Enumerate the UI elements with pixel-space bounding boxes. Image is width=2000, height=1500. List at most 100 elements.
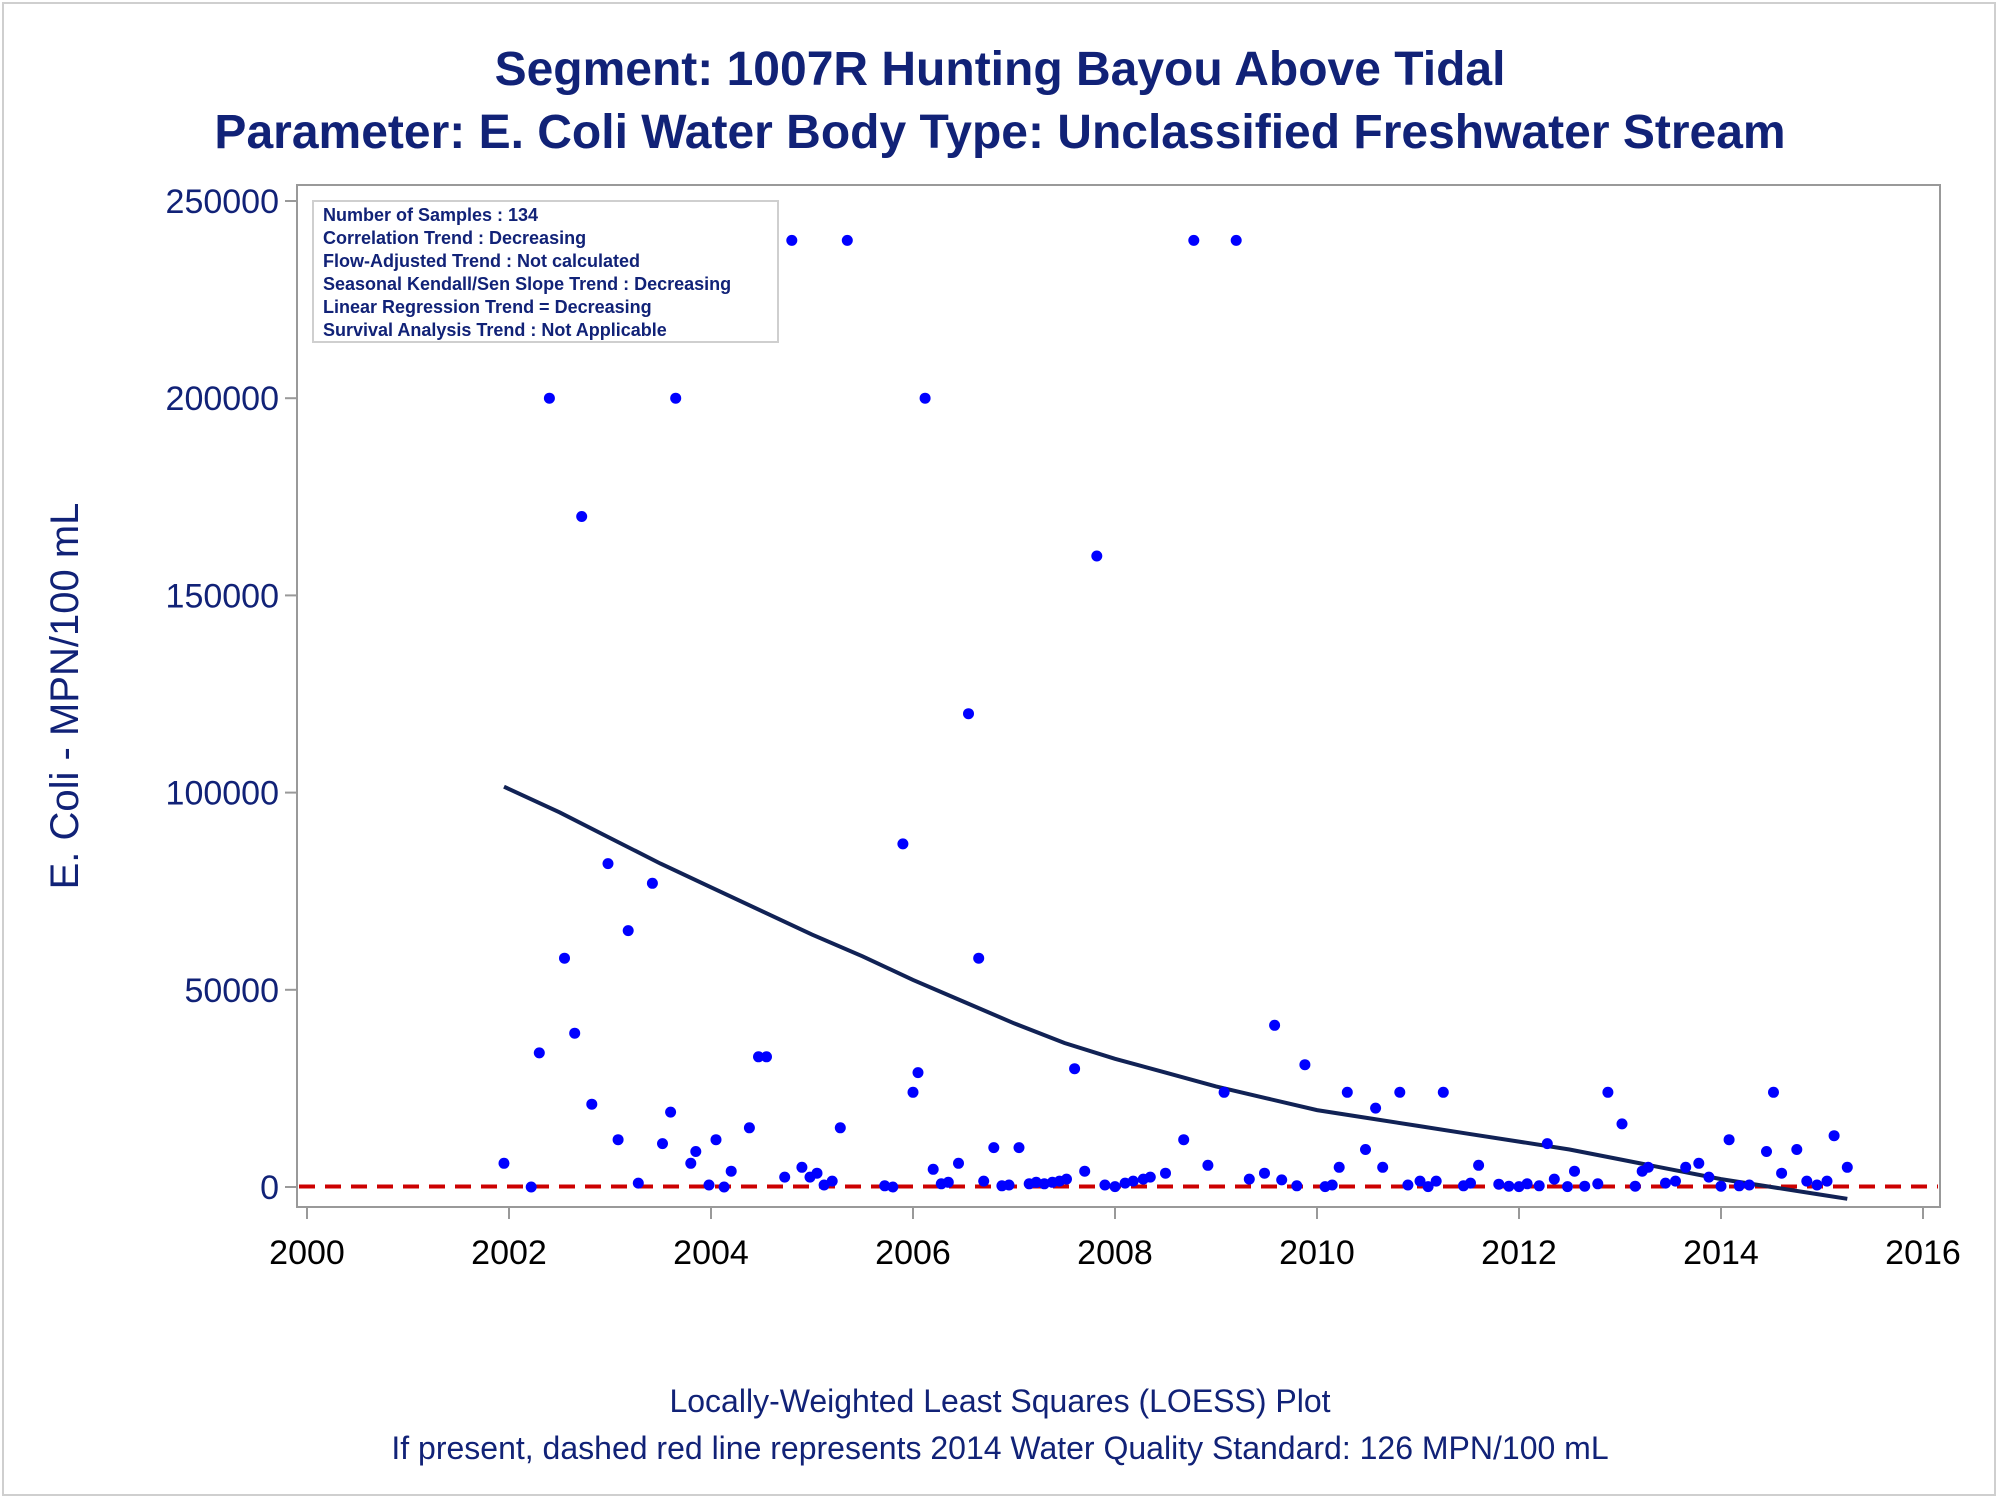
data-point	[1218, 1086, 1230, 1098]
data-point	[646, 877, 658, 889]
x-tick-label: 2006	[875, 1234, 951, 1272]
x-tick-label: 2016	[1885, 1234, 1961, 1272]
data-point	[1099, 1179, 1111, 1191]
data-point	[1548, 1173, 1560, 1185]
data-point	[1680, 1161, 1692, 1173]
data-point	[761, 1051, 772, 1063]
data-point	[1160, 1167, 1171, 1179]
data-point	[1061, 1173, 1072, 1185]
data-point	[703, 1179, 715, 1191]
data-point	[622, 925, 634, 937]
data-point	[1592, 1178, 1604, 1190]
data-point	[1326, 1179, 1338, 1191]
footnote: If present, dashed red line represents 2…	[391, 1430, 1608, 1466]
data-point	[543, 392, 555, 404]
y-axis-label: E. Coli - MPN/100 mL	[43, 503, 87, 890]
data-point	[1465, 1177, 1476, 1189]
stats-line-flow-adjusted: Flow-Adjusted Trend : Not calculated	[323, 251, 640, 271]
data-point	[1723, 1134, 1735, 1146]
x-tick-label: 2000	[269, 1234, 345, 1272]
data-point	[710, 1134, 722, 1146]
data-point	[1341, 1086, 1353, 1098]
data-point	[1394, 1086, 1406, 1098]
data-point	[1230, 234, 1242, 246]
data-point	[1079, 1165, 1091, 1177]
data-point	[1109, 1181, 1121, 1193]
data-point	[1670, 1175, 1681, 1187]
data-point	[1144, 1171, 1156, 1183]
data-point	[912, 1067, 924, 1079]
stats-box-border	[312, 200, 779, 343]
data-point	[826, 1175, 838, 1187]
data-point	[569, 1027, 581, 1039]
data-point	[1377, 1161, 1389, 1173]
data-point	[1660, 1177, 1671, 1189]
data-point	[1291, 1180, 1303, 1192]
data-point	[1091, 550, 1103, 562]
stats-line-seasonal-kendall: Seasonal Kendall/Sen Slope Trend : Decre…	[323, 274, 731, 294]
data-point	[1801, 1175, 1813, 1187]
plot-area	[296, 184, 1941, 1208]
data-point	[1430, 1175, 1442, 1187]
data-point	[533, 1047, 545, 1059]
data-point	[576, 511, 588, 522]
x-tick-label: 2014	[1683, 1234, 1759, 1272]
data-point	[1811, 1179, 1823, 1191]
data-point	[1733, 1180, 1745, 1192]
data-point	[718, 1181, 730, 1193]
data-point	[1693, 1157, 1705, 1169]
data-point	[498, 1157, 510, 1169]
data-point	[1259, 1167, 1270, 1179]
data-point	[1821, 1175, 1833, 1187]
data-point	[1768, 1086, 1779, 1098]
data-point	[1841, 1161, 1853, 1173]
data-point	[1402, 1179, 1414, 1191]
data-point	[1493, 1178, 1505, 1190]
y-tick-label: 0	[260, 1169, 279, 1207]
chart-title: Segment: 1007R Hunting Bayou Above Tidal	[495, 43, 1506, 96]
y-axis: 0 50000 100000 150000 200000 250000	[166, 183, 297, 1207]
y-tick-label: 250000	[166, 183, 279, 221]
stats-line-samples: Number of Samples : 134	[323, 205, 538, 225]
y-tick-label: 150000	[166, 577, 279, 615]
stats-line-correlation: Correlation Trend : Decreasing	[323, 228, 586, 248]
data-point	[1541, 1138, 1553, 1150]
data-point	[963, 708, 974, 720]
x-axis-label: Locally-Weighted Least Squares (LOESS) P…	[669, 1383, 1330, 1419]
data-point	[1629, 1180, 1641, 1192]
data-point	[1013, 1142, 1025, 1154]
data-point	[978, 1175, 990, 1187]
data-point	[1602, 1086, 1614, 1098]
data-point	[811, 1167, 823, 1179]
data-point	[632, 1177, 644, 1189]
data-point	[586, 1098, 598, 1110]
loess-curve	[503, 784, 1848, 1201]
data-point	[690, 1146, 702, 1157]
data-point	[743, 1122, 755, 1134]
data-point	[1776, 1167, 1788, 1179]
data-point	[657, 1138, 668, 1150]
data-point	[1360, 1144, 1371, 1155]
data-point	[1569, 1165, 1580, 1177]
data-point	[1333, 1161, 1345, 1173]
x-tick-label: 2008	[1077, 1234, 1153, 1272]
data-point	[897, 838, 909, 850]
x-tick-label: 2002	[471, 1234, 547, 1272]
x-tick-label: 2010	[1279, 1234, 1355, 1272]
data-point	[786, 234, 798, 246]
data-point	[1521, 1178, 1533, 1190]
data-point	[1562, 1181, 1573, 1193]
data-point	[1743, 1179, 1755, 1191]
data-point	[1642, 1161, 1654, 1173]
x-tick-label: 2012	[1481, 1234, 1557, 1272]
data-point	[725, 1165, 737, 1177]
data-point	[1269, 1019, 1281, 1031]
data-point	[919, 392, 931, 404]
data-point	[1616, 1118, 1628, 1130]
data-point	[879, 1180, 891, 1192]
data-point	[559, 952, 570, 964]
data-point	[1188, 234, 1200, 246]
y-tick-label: 50000	[184, 972, 279, 1010]
data-point	[670, 392, 682, 404]
